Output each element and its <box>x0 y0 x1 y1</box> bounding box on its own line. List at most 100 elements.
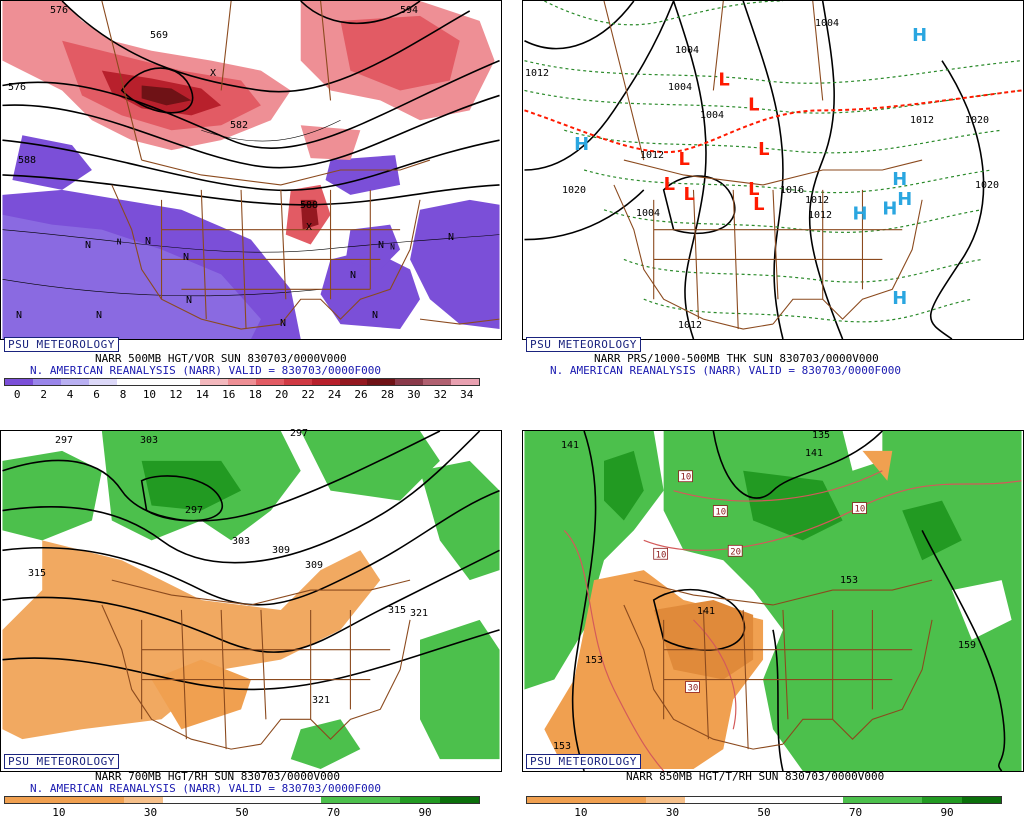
colorbar-tick-label: 22 <box>301 388 315 401</box>
map-pressure-thickness: HHH HHH HH LLL LLL LL <box>522 0 1024 340</box>
contour-label: N <box>85 240 92 251</box>
colorbar-tick-label: 4 <box>66 388 74 401</box>
colorbar-swatch <box>32 379 61 385</box>
contour-label: X <box>210 68 217 79</box>
contour-label: 153 <box>585 655 604 666</box>
colorbar-swatch <box>283 379 312 385</box>
contour-label: N <box>448 232 455 243</box>
colorbar-swatch <box>566 797 606 803</box>
colorbar-tick-label: 70 <box>848 806 863 819</box>
svg-text:H: H <box>912 25 927 46</box>
colorbar-swatch <box>242 797 282 803</box>
contour-label: N <box>186 295 193 306</box>
map-850mb-rh: 10 10 10 10 20 30 <box>522 430 1024 772</box>
colorbar-swatch <box>367 379 396 385</box>
contour-label: 315 <box>388 605 407 616</box>
pressure-map-image: HHH HHH HH LLL LLL LL <box>524 1 1022 339</box>
rh700-colorbar <box>4 796 480 804</box>
svg-text:L: L <box>664 174 675 195</box>
colorbar-tick-label: 24 <box>327 388 342 401</box>
colorbar-swatch <box>724 797 764 803</box>
colorbar-tick-label: 90 <box>418 806 432 819</box>
svg-text:10: 10 <box>715 508 726 518</box>
map-700mb-rh <box>0 430 502 772</box>
svg-text:10: 10 <box>855 505 866 515</box>
colorbar-swatch <box>172 379 201 385</box>
vorticity-map-image: N N <box>2 1 500 339</box>
colorbar-swatch <box>84 797 124 803</box>
contour-label: 569 <box>150 30 169 41</box>
colorbar-swatch <box>255 379 284 385</box>
contour-label: 1004 <box>815 18 840 29</box>
contour-label: 588 <box>18 155 37 166</box>
colorbar-swatch <box>144 379 173 385</box>
contour-label: 309 <box>272 545 291 556</box>
svg-text:L: L <box>748 94 759 115</box>
contour-label: X <box>306 222 313 233</box>
colorbar-tick-label: 50 <box>235 806 249 819</box>
colorbar-swatch <box>360 797 400 803</box>
colorbar-swatch <box>202 797 242 803</box>
svg-text:H: H <box>753 338 768 339</box>
colorbar-swatch <box>163 797 203 803</box>
contour-label: 594 <box>400 5 419 16</box>
contour-label: 1012 <box>805 195 830 206</box>
contour-label: 153 <box>553 741 572 752</box>
colorbar-swatch <box>843 797 883 803</box>
contour-label: 309 <box>305 560 324 571</box>
chart-title-line: NARR 500MB HGT/VOR SUN 830703/0000V000 <box>95 352 347 365</box>
svg-text:N: N <box>390 243 395 252</box>
colorbar-swatch <box>321 797 361 803</box>
contour-label: 1012 <box>678 320 703 331</box>
colorbar-tick-label: 32 <box>433 388 447 401</box>
contour-label: 321 <box>312 695 331 706</box>
colorbar-swatch <box>423 379 451 385</box>
colorbar-swatch <box>5 797 45 803</box>
contour-label: 576 <box>8 82 27 93</box>
colorbar-swatch <box>281 797 321 803</box>
svg-text:N: N <box>117 238 122 247</box>
contour-label: 303 <box>232 536 251 547</box>
svg-text:L: L <box>684 184 695 205</box>
colorbar-swatch <box>339 379 368 385</box>
contour-label: 321 <box>410 608 429 619</box>
colorbar-swatch <box>961 797 1001 803</box>
contour-label: 1012 <box>808 210 833 221</box>
contour-label: 1004 <box>700 110 725 121</box>
colorbar-tick-label: 30 <box>407 388 421 401</box>
contour-label: 141 <box>697 606 716 617</box>
contour-label: 297 <box>290 428 309 439</box>
colorbar-swatch <box>5 379 33 385</box>
colorbar-tick-label: 26 <box>354 388 368 401</box>
svg-text:H: H <box>892 169 907 190</box>
contour-label: 159 <box>958 640 977 651</box>
svg-text:L: L <box>679 149 690 170</box>
colorbar-tick-label: 50 <box>757 806 771 819</box>
contour-label: 297 <box>55 435 74 446</box>
contour-label: 315 <box>28 568 47 579</box>
colorbar-swatch <box>44 797 84 803</box>
svg-text:30: 30 <box>688 683 699 693</box>
contour-label: 1004 <box>636 208 661 219</box>
vorticity-colorbar-ticks: 0 2 4 6 8 10 12 14 16 18 20 22 24 26 28 30 32 34 <box>4 388 480 401</box>
panel-500mb-vorticity: N N PSU METEOROLOGY NARR 500MB HGT/VOR S… <box>0 0 502 401</box>
contour-label: 141 <box>561 440 580 451</box>
colorbar-tick-label: 8 <box>119 388 127 401</box>
colorbar-swatch <box>60 379 89 385</box>
svg-text:10: 10 <box>681 473 692 483</box>
contour-label: N <box>280 318 287 329</box>
colorbar-tick-label: 30 <box>143 806 158 819</box>
colorbar-swatch <box>228 379 256 385</box>
chart-subtitle-line: N. AMERICAN REANALYSIS (NARR) VALID = 83… <box>30 782 381 795</box>
contour-label: 1004 <box>675 45 700 56</box>
contour-label: 582 <box>230 120 249 131</box>
svg-text:L: L <box>748 179 759 200</box>
colorbar-swatch <box>764 797 804 803</box>
colorbar-swatch <box>395 379 424 385</box>
svg-text:L: L <box>753 194 764 215</box>
map-500mb-vorticity: N N <box>0 0 502 340</box>
contour-label: 1020 <box>562 185 587 196</box>
colorbar-swatch <box>200 379 228 385</box>
chart-title-line: NARR 700MB HGT/RH SUN 830703/0000V000 <box>95 770 341 783</box>
colorbar-swatch <box>451 379 479 385</box>
